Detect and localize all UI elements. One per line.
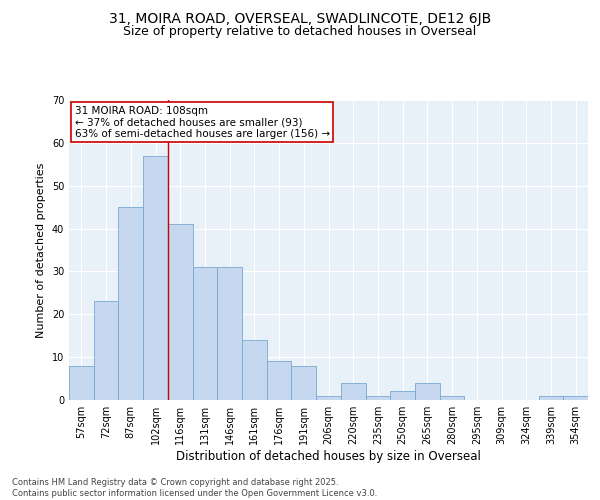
Bar	[143, 156, 168, 400]
Bar	[242, 340, 267, 400]
Bar	[539, 396, 563, 400]
Bar	[69, 366, 94, 400]
Text: 31, MOIRA ROAD, OVERSEAL, SWADLINCOTE, DE12 6JB: 31, MOIRA ROAD, OVERSEAL, SWADLINCOTE, D…	[109, 12, 491, 26]
Y-axis label: Number of detached properties: Number of detached properties	[36, 162, 46, 338]
Bar	[168, 224, 193, 400]
X-axis label: Distribution of detached houses by size in Overseal: Distribution of detached houses by size …	[176, 450, 481, 463]
Bar	[267, 362, 292, 400]
Text: 31 MOIRA ROAD: 108sqm
← 37% of detached houses are smaller (93)
63% of semi-deta: 31 MOIRA ROAD: 108sqm ← 37% of detached …	[74, 106, 329, 139]
Bar	[415, 383, 440, 400]
Bar	[316, 396, 341, 400]
Bar	[193, 267, 217, 400]
Bar	[563, 396, 588, 400]
Text: Contains HM Land Registry data © Crown copyright and database right 2025.
Contai: Contains HM Land Registry data © Crown c…	[12, 478, 377, 498]
Bar	[217, 267, 242, 400]
Bar	[292, 366, 316, 400]
Bar	[440, 396, 464, 400]
Text: Size of property relative to detached houses in Overseal: Size of property relative to detached ho…	[124, 25, 476, 38]
Bar	[118, 207, 143, 400]
Bar	[94, 302, 118, 400]
Bar	[390, 392, 415, 400]
Bar	[341, 383, 365, 400]
Bar	[365, 396, 390, 400]
